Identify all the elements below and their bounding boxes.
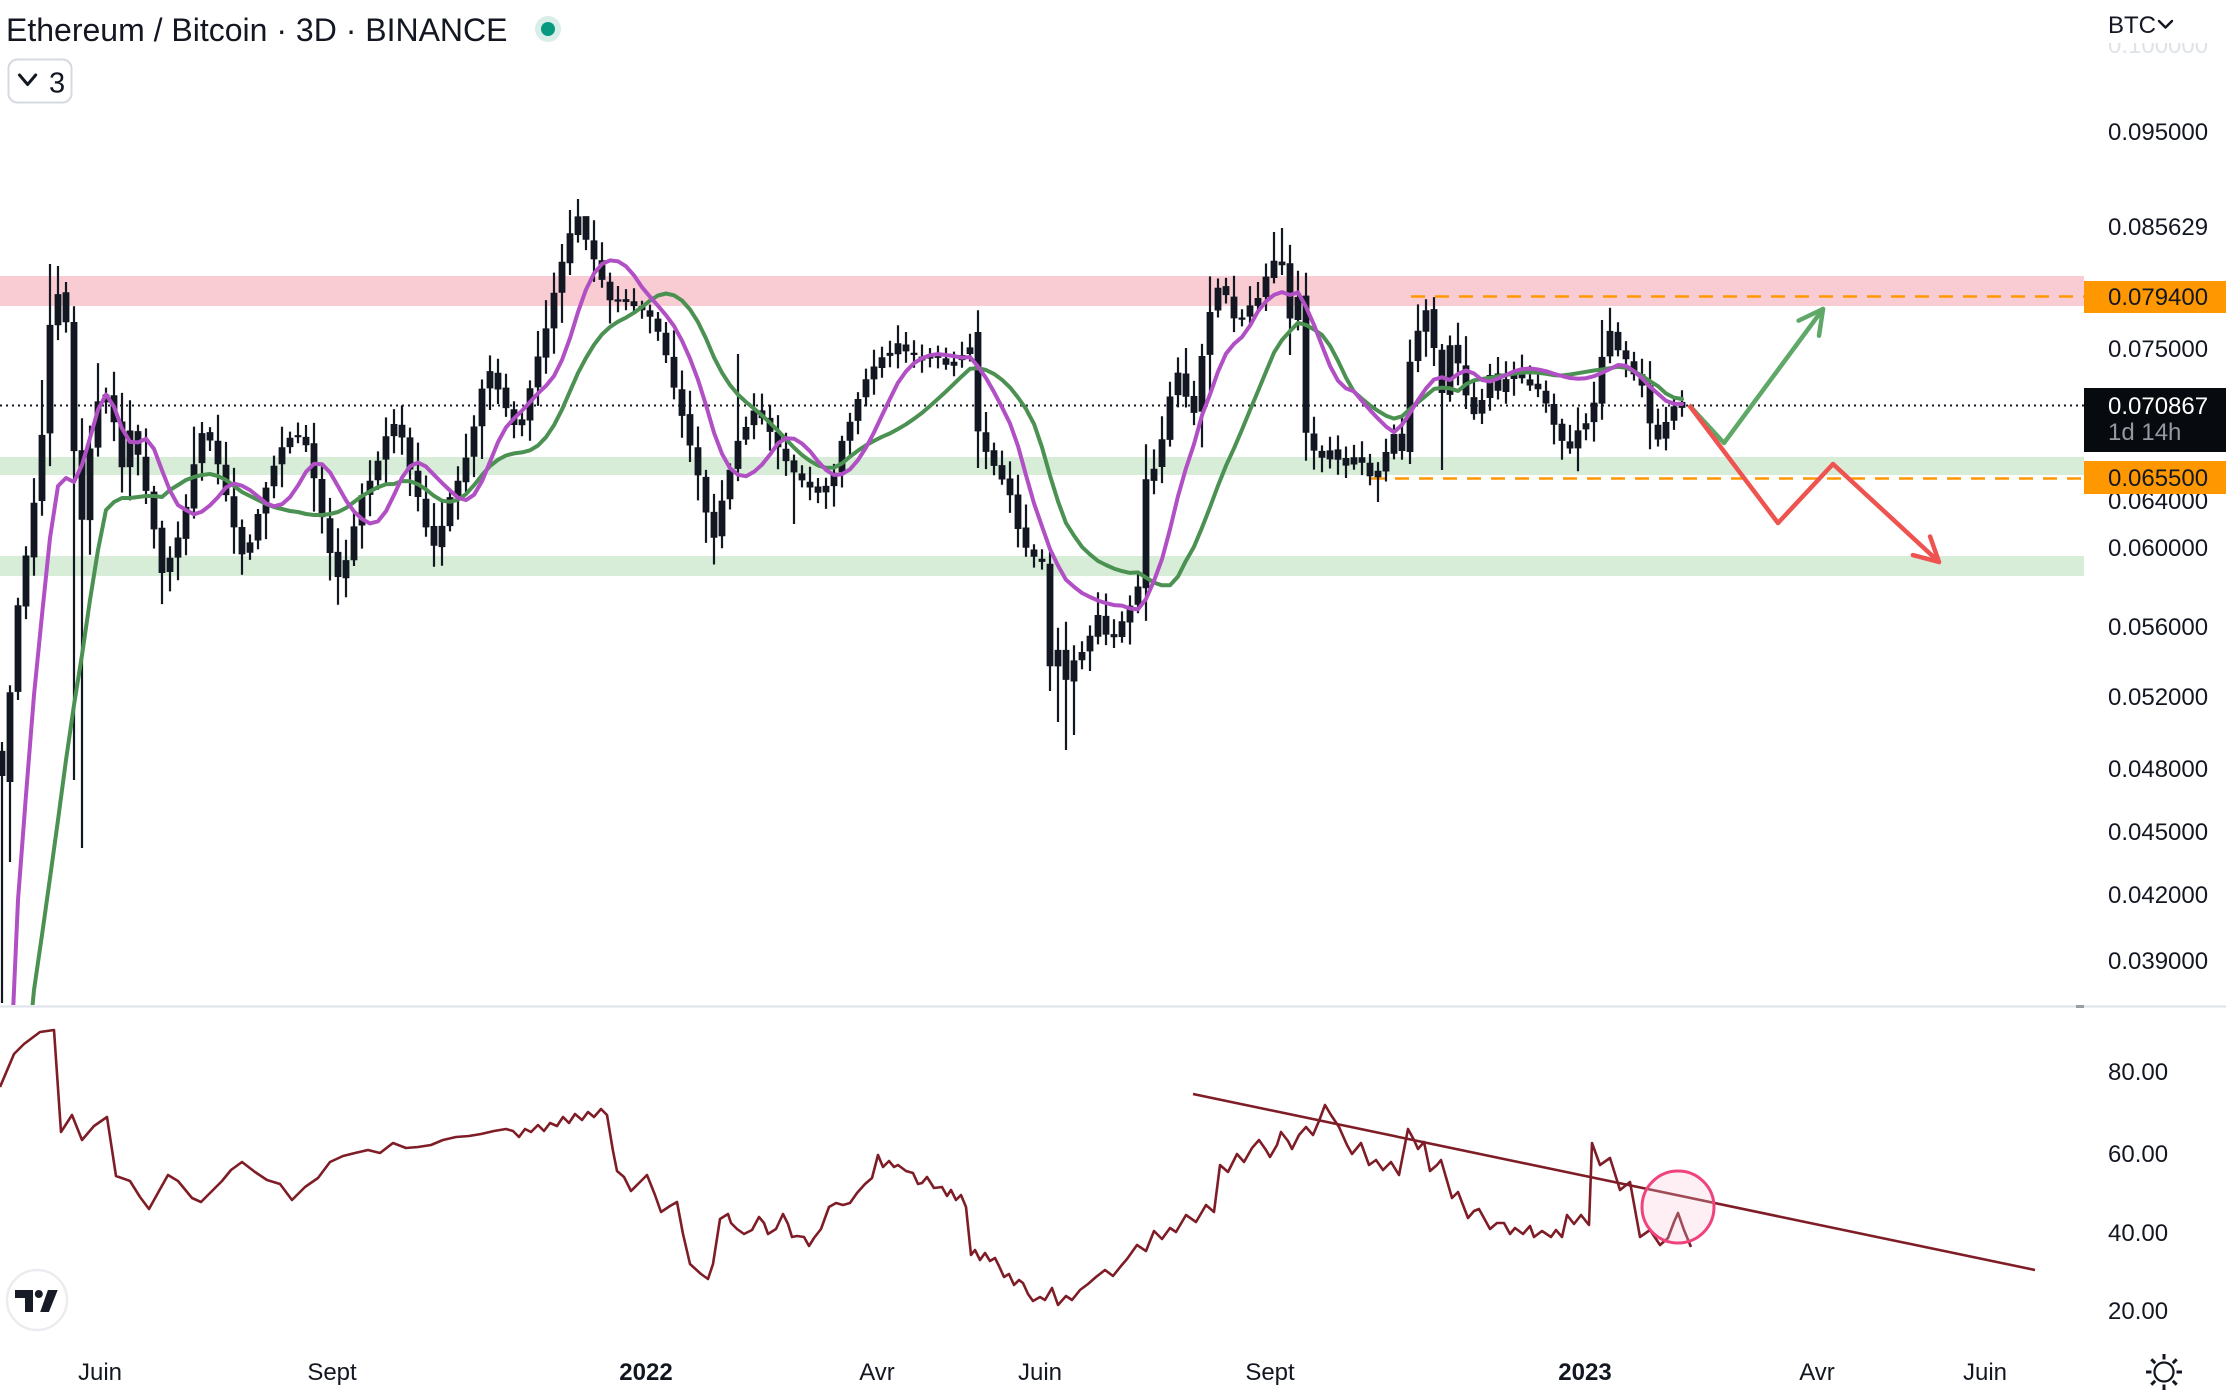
svg-text:0.052000: 0.052000 <box>2108 684 2208 711</box>
svg-text:Ethereum / Bitcoin · 3D · BINA: Ethereum / Bitcoin · 3D · BINANCE <box>6 12 507 48</box>
svg-text:20.00: 20.00 <box>2108 1298 2168 1325</box>
svg-text:3: 3 <box>49 68 65 100</box>
svg-text:60.00: 60.00 <box>2108 1141 2168 1168</box>
svg-text:0.048000: 0.048000 <box>2108 756 2208 783</box>
svg-text:0.070867: 0.070867 <box>2108 393 2208 420</box>
svg-text:2023: 2023 <box>1558 1359 1611 1386</box>
svg-text:Juin: Juin <box>1963 1359 2007 1386</box>
svg-text:Juin: Juin <box>78 1359 122 1386</box>
svg-text:Sept: Sept <box>1245 1359 1295 1386</box>
svg-text:0.056000: 0.056000 <box>2108 614 2208 641</box>
svg-text:Avr: Avr <box>859 1359 895 1386</box>
svg-text:2022: 2022 <box>619 1359 672 1386</box>
svg-text:BTC: BTC <box>2108 12 2156 39</box>
svg-text:80.00: 80.00 <box>2108 1059 2168 1086</box>
svg-text:0.075000: 0.075000 <box>2108 336 2208 363</box>
svg-text:0.060000: 0.060000 <box>2108 535 2208 562</box>
svg-text:0.042000: 0.042000 <box>2108 882 2208 909</box>
svg-text:0.045000: 0.045000 <box>2108 819 2208 846</box>
svg-text:0.039000: 0.039000 <box>2108 948 2208 975</box>
svg-text:Juin: Juin <box>1018 1359 1062 1386</box>
svg-text:0.085629: 0.085629 <box>2108 214 2208 241</box>
svg-text:40.00: 40.00 <box>2108 1220 2168 1247</box>
svg-text:Sept: Sept <box>307 1359 357 1386</box>
svg-text:1d 14h: 1d 14h <box>2108 419 2181 446</box>
svg-text:0.065500: 0.065500 <box>2108 465 2208 492</box>
svg-text:Avr: Avr <box>1799 1359 1835 1386</box>
svg-text:0.095000: 0.095000 <box>2108 119 2208 146</box>
svg-text:0.079400: 0.079400 <box>2108 284 2208 311</box>
